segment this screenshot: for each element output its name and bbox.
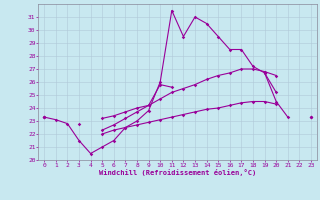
- X-axis label: Windchill (Refroidissement éolien,°C): Windchill (Refroidissement éolien,°C): [99, 169, 256, 176]
